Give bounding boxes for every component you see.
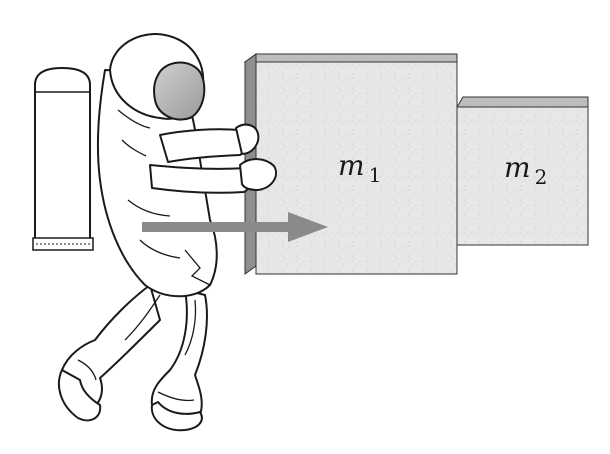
block-m1-subscript: 1 <box>369 163 382 187</box>
astronaut-lower-arm <box>149 164 252 194</box>
block-m2-top <box>456 96 589 108</box>
astronaut-upper-glove <box>235 123 260 155</box>
block-m2-face <box>456 106 589 246</box>
block-m1-symbol: m <box>338 149 365 182</box>
astronaut-upper-arm <box>159 128 247 163</box>
astronaut-right-leg <box>150 289 208 422</box>
astronaut-left-boot <box>58 369 102 422</box>
block-m1-top <box>243 53 458 63</box>
force-arrow-head <box>288 212 328 242</box>
block-m2-subscript: 2 <box>535 165 548 189</box>
block-m2-symbol: m <box>504 151 531 184</box>
force-arrow-shaft <box>142 222 290 232</box>
force-arrow <box>142 212 328 242</box>
jetpack <box>32 66 94 251</box>
block-m2 <box>456 96 589 246</box>
astronaut-suit-details <box>77 109 211 402</box>
astronaut-right-boot <box>150 401 203 432</box>
astronaut <box>58 33 277 432</box>
astronaut-lower-glove <box>239 158 277 191</box>
astronaut-visor <box>153 61 206 121</box>
